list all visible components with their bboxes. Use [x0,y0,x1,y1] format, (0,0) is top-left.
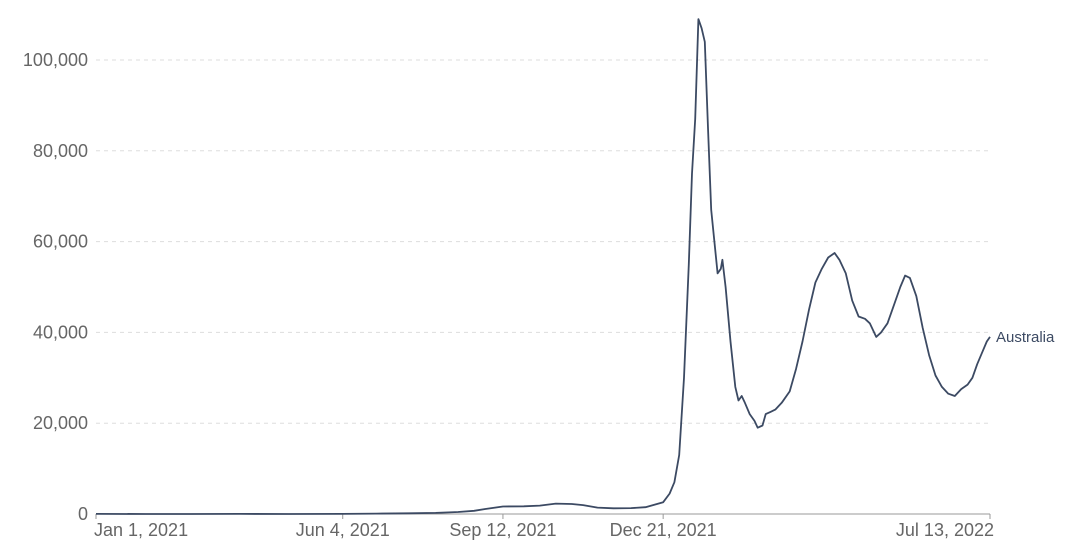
x-tick-label: Jun 4, 2021 [296,520,390,540]
x-tick-label: Dec 21, 2021 [610,520,717,540]
y-tick-label: 20,000 [33,413,88,433]
x-axis-ticks: Jan 1, 2021 Jun 4, 2021 Sep 12, 2021 Dec 21… [94,514,994,540]
x-tick-label: Sep 12, 2021 [449,520,556,540]
y-tick-label: 0 [78,504,88,524]
series-layer: Australia [95,18,1055,515]
series-label: Australia [996,329,1055,346]
x-tick-label: Jan 1, 2021 [94,520,188,540]
y-tick-label: 60,000 [33,232,88,252]
y-tick-label: 40,000 [33,322,88,342]
x-tick-label: Jul 13, 2022 [896,520,994,540]
y-axis-ticks: 0 20,000 40,000 60,000 80,000 100,000 [23,50,88,524]
series-line-australia [95,18,991,515]
y-tick-label: 80,000 [33,141,88,161]
gridlines [96,59,990,424]
y-tick-label: 100,000 [23,50,88,70]
